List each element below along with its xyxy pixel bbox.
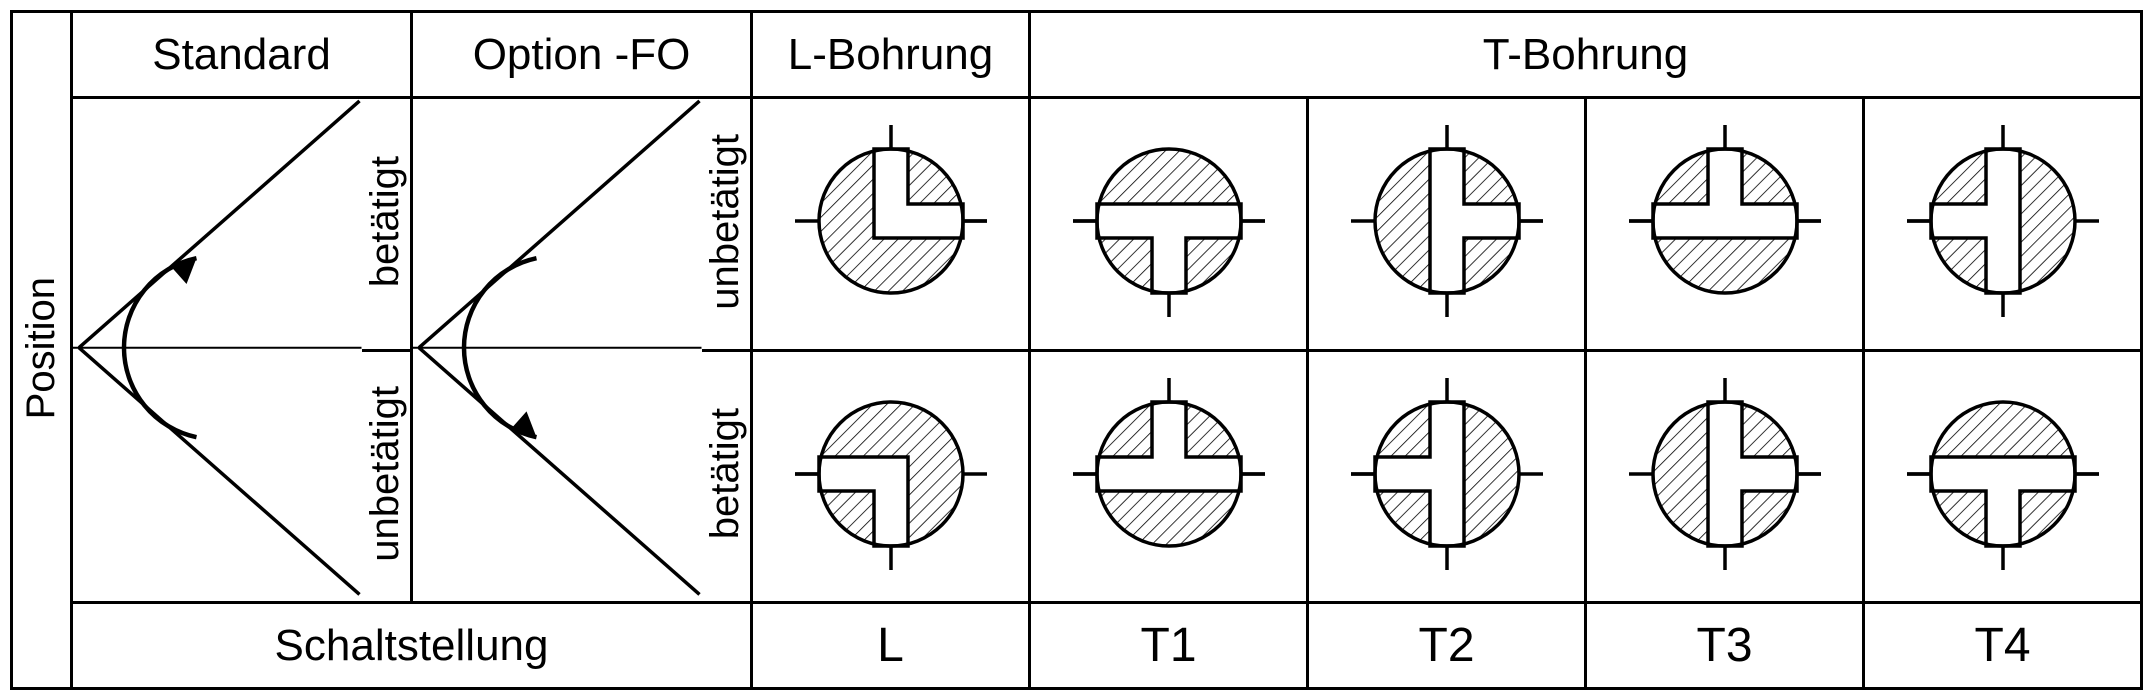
- header-standard: Standard: [72, 12, 412, 98]
- fo-bot-label: betätigt: [702, 350, 752, 603]
- standard-indicator-cell: [72, 98, 362, 603]
- footer-schaltstellung: Schaltstellung: [72, 603, 752, 689]
- valve-T3-top: [1586, 98, 1864, 351]
- valve-position-table: Position Standard Option -FO L-Bohrung T…: [10, 10, 2143, 690]
- valve-L-top: [752, 98, 1030, 351]
- fo-top-label: unbetätigt: [702, 98, 752, 351]
- header-l-bohrung: L-Bohrung: [752, 12, 1030, 98]
- valve-T2-bottom: [1308, 350, 1586, 603]
- position-label-cell: Position: [12, 12, 72, 689]
- position-label: Position: [19, 277, 64, 419]
- standard-bot-label: unbetätigt: [362, 350, 412, 603]
- footer-T4: T4: [1864, 603, 2142, 689]
- valve-T4-top: [1864, 98, 2142, 351]
- valve-L-bottom: [752, 350, 1030, 603]
- valve-T1-top: [1030, 98, 1308, 351]
- valve-T2-top: [1308, 98, 1586, 351]
- valve-T4-bottom: [1864, 350, 2142, 603]
- footer-T1: T1: [1030, 603, 1308, 689]
- footer-T3: T3: [1586, 603, 1864, 689]
- header-option-fo: Option -FO: [412, 12, 752, 98]
- footer-L: L: [752, 603, 1030, 689]
- valve-T3-bottom: [1586, 350, 1864, 603]
- valve-T1-bottom: [1030, 350, 1308, 603]
- option-fo-indicator-cell: [412, 98, 702, 603]
- standard-top-label: betätigt: [362, 98, 412, 351]
- header-t-bohrung: T-Bohrung: [1030, 12, 2142, 98]
- footer-T2: T2: [1308, 603, 1586, 689]
